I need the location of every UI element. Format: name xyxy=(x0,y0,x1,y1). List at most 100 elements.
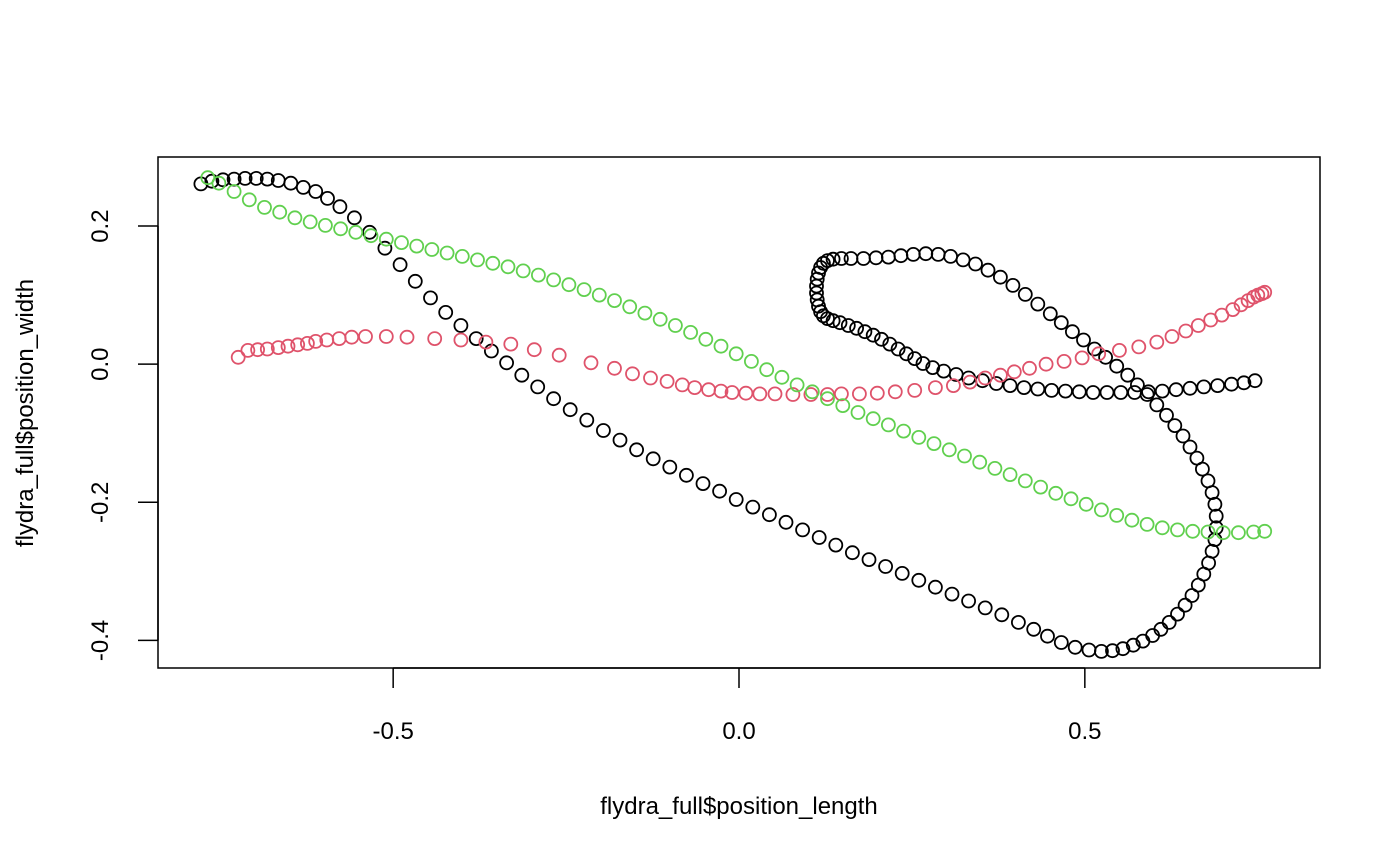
data-point-series-2 xyxy=(738,385,754,401)
data-point-series-3 xyxy=(1231,525,1246,541)
data-point-series-1 xyxy=(890,341,906,357)
data-point-series-1 xyxy=(499,355,515,371)
data-point-series-1 xyxy=(1067,639,1083,655)
data-point-series-1 xyxy=(1177,597,1193,613)
x-axis: -0.5 0.0 0.5 xyxy=(372,667,1102,745)
data-point-series-1 xyxy=(861,552,877,567)
data-point-series-2 xyxy=(1225,302,1241,318)
data-point-series-3 xyxy=(896,423,911,439)
data-point-series-3 xyxy=(835,398,851,414)
data-point-series-1 xyxy=(1120,367,1136,383)
data-point-series-1 xyxy=(1196,379,1212,395)
data-point-series-3 xyxy=(957,448,972,464)
data-point-series-1 xyxy=(423,290,438,306)
data-point-series-2 xyxy=(1091,346,1107,362)
data-point-series-3 xyxy=(1048,485,1064,501)
data-point-series-1 xyxy=(259,171,275,187)
data-point-series-2 xyxy=(290,337,306,353)
data-point-series-1 xyxy=(308,184,324,199)
data-point-series-3 xyxy=(637,305,653,321)
data-point-series-3 xyxy=(1017,473,1033,489)
data-point-series-2 xyxy=(1164,329,1180,344)
y-tick-label: 0.0 xyxy=(87,348,114,381)
data-point-series-2 xyxy=(280,338,296,354)
data-point-series-1 xyxy=(1184,588,1200,603)
data-point-series-3 xyxy=(287,210,303,226)
data-point-series-3 xyxy=(607,293,622,309)
data-point-series-2 xyxy=(308,333,324,349)
data-point-series-2 xyxy=(1190,318,1206,333)
data-point-series-1 xyxy=(612,432,628,448)
data-point-series-2 xyxy=(785,387,801,402)
data-point-series-3 xyxy=(211,175,227,191)
data-point-series-1 xyxy=(828,537,844,553)
data-point-series-1 xyxy=(1168,382,1184,398)
data-point-series-3 xyxy=(865,411,881,427)
data-point-series-2 xyxy=(583,355,599,371)
data-point-series-3 xyxy=(728,346,744,362)
data-point-series-1 xyxy=(1182,380,1198,396)
data-point-series-1 xyxy=(1065,324,1080,340)
data-point-series-1 xyxy=(832,315,848,331)
data-point-series-2 xyxy=(270,340,286,356)
data-point-series-1 xyxy=(825,313,841,329)
data-point-series-1 xyxy=(579,412,595,428)
data-point-series-1 xyxy=(1026,621,1042,637)
data-point-series-3 xyxy=(302,214,318,230)
data-point-series-3 xyxy=(1246,524,1261,540)
data-point-series-1 xyxy=(961,593,976,609)
data-point-series-2 xyxy=(869,385,885,401)
data-point-series-3 xyxy=(1063,491,1079,507)
data-point-series-1 xyxy=(840,318,856,333)
y-tick-label: -0.2 xyxy=(87,482,114,523)
data-point-series-3 xyxy=(515,263,531,279)
data-point-series-3 xyxy=(378,231,394,247)
data-point-series-2 xyxy=(1022,360,1037,376)
data-point-series-1 xyxy=(1030,296,1046,312)
data-point-series-1 xyxy=(874,331,889,347)
data-point-series-1 xyxy=(728,492,744,507)
y-axis-title: flydra_full$position_width xyxy=(12,279,39,547)
data-point-series-2 xyxy=(907,382,923,398)
data-point-series-1 xyxy=(811,530,827,545)
data-point-series-3 xyxy=(972,454,988,470)
data-point-series-2 xyxy=(1131,339,1147,355)
data-point-series-1 xyxy=(629,442,644,458)
data-point-series-2 xyxy=(259,341,275,357)
data-point-series-2 xyxy=(358,329,373,344)
data-point-series-1 xyxy=(993,269,1008,285)
data-point-series-1 xyxy=(899,346,914,362)
data-point-series-3 xyxy=(1215,525,1231,541)
data-point-series-1 xyxy=(679,467,694,483)
data-point-series-1 xyxy=(392,257,408,273)
data-point-series-2 xyxy=(687,380,703,396)
data-point-series-1 xyxy=(695,476,711,492)
data-point-series-1 xyxy=(1044,382,1059,398)
data-point-series-1 xyxy=(1011,615,1026,630)
data-point-series-1 xyxy=(1105,643,1120,659)
data-point-series-2 xyxy=(378,329,394,344)
data-point-series-1 xyxy=(377,240,393,256)
data-point-series-1 xyxy=(546,391,561,407)
x-axis-title: flydra_full$position_length xyxy=(600,793,878,820)
data-point-series-1 xyxy=(745,499,761,515)
data-point-series-1 xyxy=(1210,378,1225,394)
data-point-series-3 xyxy=(424,242,440,257)
data-point-series-1 xyxy=(1016,380,1032,396)
data-point-series-3 xyxy=(652,311,668,327)
data-point-series-2 xyxy=(453,332,469,348)
data-point-series-3 xyxy=(1200,524,1216,540)
data-point-series-1 xyxy=(977,600,993,616)
data-point-series-2 xyxy=(887,384,903,400)
data-point-series-2 xyxy=(767,386,783,402)
data-point-series-3 xyxy=(470,252,485,268)
data-point-series-1 xyxy=(843,251,859,266)
data-point-series-3 xyxy=(683,324,698,340)
data-point-series-2 xyxy=(977,370,993,386)
data-point-series-1 xyxy=(857,324,873,340)
data-point-series-3 xyxy=(1257,523,1273,539)
data-point-series-1 xyxy=(1094,644,1109,659)
data-point-series-1 xyxy=(911,572,927,588)
data-point-series-1 xyxy=(878,559,893,574)
data-point-series-1 xyxy=(1182,439,1198,455)
